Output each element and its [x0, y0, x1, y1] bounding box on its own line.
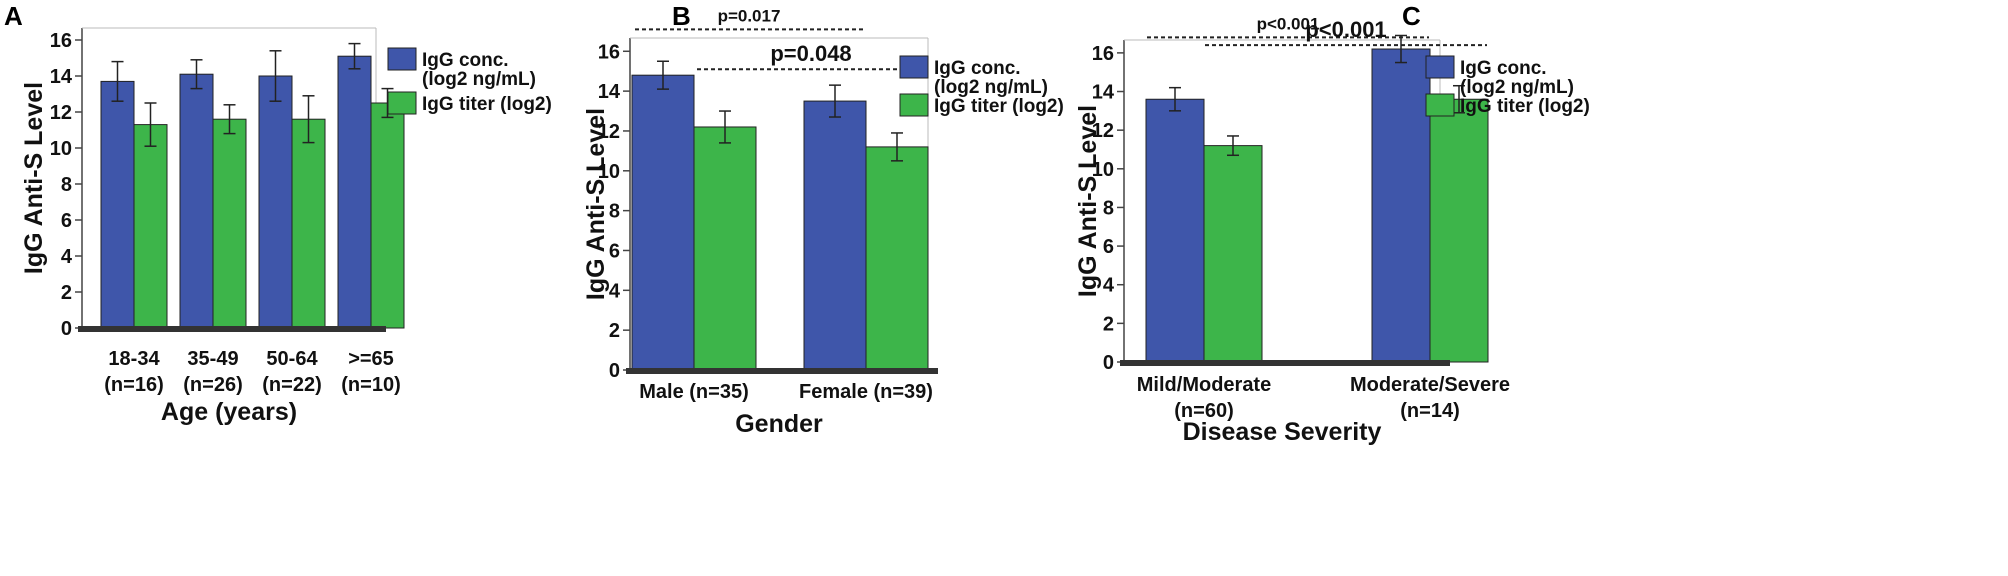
x-axis-baseline — [78, 326, 386, 332]
x-tick-label: (n=26) — [183, 374, 242, 396]
bar-igg-titer — [133, 124, 168, 329]
bar-igg-conc — [631, 74, 695, 371]
y-axis-label: IgG Anti-S Level — [1074, 105, 1102, 297]
p-value-label: p=0.048 — [770, 41, 851, 66]
legend-swatch-igg-conc — [899, 55, 929, 79]
legend-label: (log2 ng/mL) — [422, 69, 536, 90]
bar-igg-conc — [1145, 98, 1205, 363]
x-tick-label: Moderate/Severe — [1350, 374, 1510, 396]
x-tick-label: Male (n=35) — [639, 381, 748, 403]
y-tick-label: 4 — [609, 280, 621, 302]
y-tick-label: 14 — [598, 81, 621, 103]
y-tick-label: 6 — [609, 240, 620, 262]
legend-label: IgG titer (log2) — [1460, 96, 1590, 117]
x-tick-label: (n=16) — [104, 374, 163, 396]
y-tick-label: 14 — [50, 66, 73, 88]
legend-label: (log2 ng/mL) — [934, 77, 1048, 98]
y-tick-label: 4 — [61, 246, 73, 268]
bar-igg-titer — [291, 118, 326, 329]
y-tick-label: 12 — [50, 102, 72, 124]
x-axis-baseline — [1120, 360, 1450, 366]
x-tick-label: 50-64 — [266, 348, 318, 370]
y-tick-label: 4 — [1103, 275, 1115, 297]
legend-label: IgG titer (log2) — [934, 96, 1064, 117]
legend-label: IgG conc. — [1460, 58, 1547, 79]
bar-igg-titer — [1203, 145, 1263, 363]
chart-panel-a: A 0 2 4 6 8 10 12 14 16 IgG Anti-S Level 18-34 (n=16… — [4, 1, 552, 426]
x-tick-label: (n=14) — [1400, 400, 1459, 422]
bar-igg-conc — [337, 55, 372, 329]
bar-igg-titer — [370, 102, 405, 329]
y-tick-label: 10 — [50, 138, 72, 160]
bar-igg-titer — [212, 118, 247, 329]
y-tick-label: 8 — [1103, 197, 1114, 219]
legend-swatch-igg-titer — [1425, 93, 1455, 117]
legend-swatch-igg-titer — [387, 91, 417, 115]
legend-label: IgG conc. — [934, 58, 1021, 79]
legend-label: (log2 ng/mL) — [1460, 77, 1574, 98]
bar-igg-titer — [693, 126, 757, 371]
y-tick-label: 14 — [1092, 82, 1115, 104]
bar-igg-conc — [179, 73, 214, 329]
y-tick-label: 10 — [1092, 159, 1114, 181]
p-value-label: p<0.001 — [1305, 17, 1386, 42]
x-tick-label: 35-49 — [187, 348, 238, 370]
x-axis-label: Disease Severity — [1183, 418, 1382, 446]
x-tick-label: Mild/Moderate — [1137, 374, 1271, 396]
chart-panel-b: B 0 2 4 6 8 10 12 14 16 IgG Anti-S Level Male (n=35… — [582, 1, 1064, 438]
y-tick-label: 6 — [1103, 236, 1114, 258]
y-tick-label: 12 — [1092, 120, 1114, 142]
y-tick-label: 12 — [598, 121, 620, 143]
y-tick-label: 0 — [1103, 352, 1114, 374]
legend-label: IgG conc. — [422, 50, 509, 71]
panel-letter: C — [1402, 1, 1421, 31]
y-tick-label: 10 — [598, 161, 620, 183]
y-tick-label: 16 — [598, 41, 620, 63]
x-tick-label: (n=10) — [341, 374, 400, 396]
x-tick-label: (n=22) — [262, 374, 321, 396]
x-tick-label: (n=60) — [1174, 400, 1233, 422]
legend-swatch-igg-conc — [387, 47, 417, 71]
bar-igg-conc — [258, 75, 293, 329]
p-value-label: p=0.017 — [718, 6, 781, 25]
legend-swatch-igg-conc — [1425, 55, 1455, 79]
panel-letter: B — [672, 1, 691, 31]
x-axis-label: Gender — [735, 410, 823, 438]
y-tick-label: 16 — [1092, 43, 1114, 65]
x-tick-label: 18-34 — [108, 348, 160, 370]
y-tick-label: 8 — [609, 201, 620, 223]
y-tick-label: 16 — [50, 30, 72, 52]
bar-igg-titer — [865, 146, 929, 371]
bar-igg-conc — [1371, 48, 1431, 363]
y-tick-label: 2 — [1103, 313, 1114, 335]
bar-igg-conc — [100, 80, 135, 329]
y-axis-label: IgG Anti-S Level — [582, 108, 610, 300]
panel-letter: A — [4, 1, 23, 31]
y-tick-label: 2 — [609, 320, 620, 342]
x-tick-label: Female (n=39) — [799, 381, 933, 403]
p-value-label: p<0.001 — [1257, 14, 1320, 33]
x-tick-label: >=65 — [348, 348, 394, 370]
x-axis-label: Age (years) — [161, 398, 297, 426]
y-tick-label: 2 — [61, 282, 72, 304]
bar-igg-titer — [1429, 98, 1489, 363]
bar-igg-conc — [803, 100, 867, 371]
y-tick-label: 6 — [61, 210, 72, 232]
y-axis-label: IgG Anti-S Level — [20, 82, 48, 274]
x-axis-baseline — [626, 368, 938, 374]
legend-label: IgG titer (log2) — [422, 94, 552, 115]
chart-panel-c: C 0 2 4 6 8 10 12 14 16 IgG Anti-S Level Mild/Moder… — [1074, 1, 1590, 446]
y-tick-label: 8 — [61, 174, 72, 196]
y-tick-label: 0 — [61, 318, 72, 340]
legend-swatch-igg-titer — [899, 93, 929, 117]
y-tick-label: 0 — [609, 360, 620, 382]
